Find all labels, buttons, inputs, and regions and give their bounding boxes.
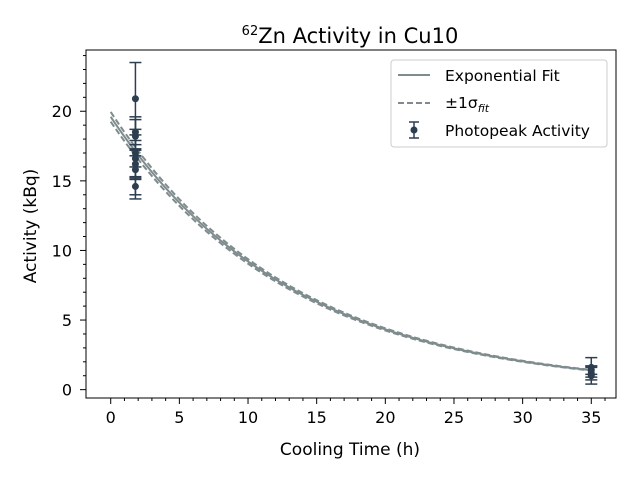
- legend-band-label-sub: fit: [478, 102, 490, 115]
- legend: Exponential Fit ±1σfit Photopeak Activit…: [390, 59, 608, 148]
- chart-title-superscript: 62: [242, 24, 259, 39]
- x-tick-label: 35: [581, 408, 601, 427]
- legend-fit-label: Exponential Fit: [445, 67, 560, 85]
- data-point: [131, 166, 139, 174]
- legend-box: [390, 59, 608, 148]
- y-tick-label: 15: [52, 172, 72, 191]
- x-tick-label: 0: [106, 408, 116, 427]
- plot-area: 0 5 10 15 20 25 30 35 0 5 10 15 20: [52, 49, 617, 427]
- x-tick-label: 10: [238, 408, 258, 427]
- x-tick-label: 5: [174, 408, 184, 427]
- legend-points-label: Photopeak Activity: [445, 122, 590, 140]
- data-point: [131, 182, 139, 190]
- y-tick-label: 0: [62, 381, 72, 400]
- x-tick-label: 20: [375, 408, 395, 427]
- x-tick-label: 30: [512, 408, 532, 427]
- legend-points-swatch: [409, 121, 419, 139]
- fit-band-upper: [109, 111, 592, 371]
- y-tick-label: 10: [52, 241, 72, 260]
- x-tick-label: 25: [444, 408, 464, 427]
- chart-title-main: Zn Activity in Cu10: [258, 24, 458, 48]
- fit-curve: [109, 116, 592, 372]
- legend-band-label-main: ±1σ: [445, 94, 478, 112]
- data-point: [587, 372, 595, 380]
- fit-band-lower: [109, 121, 592, 372]
- legend-band-label: ±1σfit: [445, 94, 490, 115]
- y-tick-label: 5: [62, 311, 72, 330]
- chart-title: 62Zn Activity in Cu10: [242, 24, 459, 48]
- x-axis-label: Cooling Time (h): [280, 440, 420, 460]
- y-axis-label: Activity (kBq): [21, 169, 41, 284]
- data-point: [131, 95, 139, 103]
- y-tick-label: 20: [52, 102, 72, 121]
- axes-frame: [85, 49, 617, 399]
- x-tick-label: 15: [306, 408, 326, 427]
